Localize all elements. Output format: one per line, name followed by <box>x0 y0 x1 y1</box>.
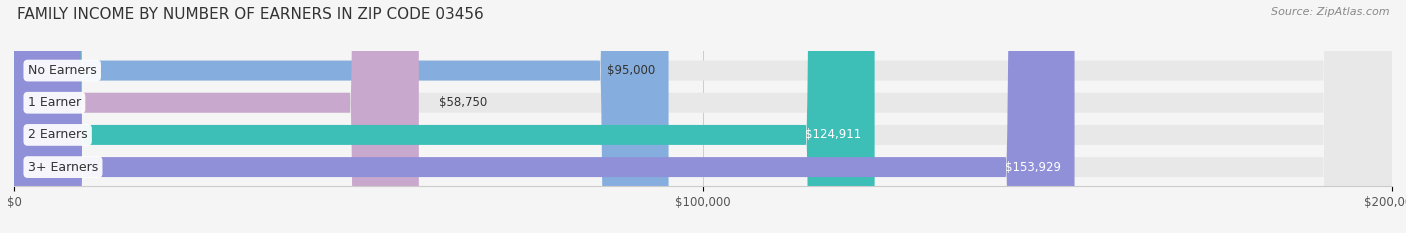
FancyBboxPatch shape <box>14 0 1392 233</box>
FancyBboxPatch shape <box>14 0 1392 233</box>
FancyBboxPatch shape <box>14 0 669 233</box>
Text: $124,911: $124,911 <box>804 128 860 141</box>
FancyBboxPatch shape <box>14 0 419 233</box>
Text: $95,000: $95,000 <box>606 64 655 77</box>
Text: Source: ZipAtlas.com: Source: ZipAtlas.com <box>1271 7 1389 17</box>
FancyBboxPatch shape <box>14 0 875 233</box>
Text: 1 Earner: 1 Earner <box>28 96 82 109</box>
Text: 2 Earners: 2 Earners <box>28 128 87 141</box>
FancyBboxPatch shape <box>14 0 1392 233</box>
Text: No Earners: No Earners <box>28 64 97 77</box>
Text: $58,750: $58,750 <box>440 96 488 109</box>
FancyBboxPatch shape <box>14 0 1392 233</box>
FancyBboxPatch shape <box>14 0 1074 233</box>
Text: 3+ Earners: 3+ Earners <box>28 161 98 174</box>
Text: FAMILY INCOME BY NUMBER OF EARNERS IN ZIP CODE 03456: FAMILY INCOME BY NUMBER OF EARNERS IN ZI… <box>17 7 484 22</box>
Text: $153,929: $153,929 <box>1005 161 1060 174</box>
